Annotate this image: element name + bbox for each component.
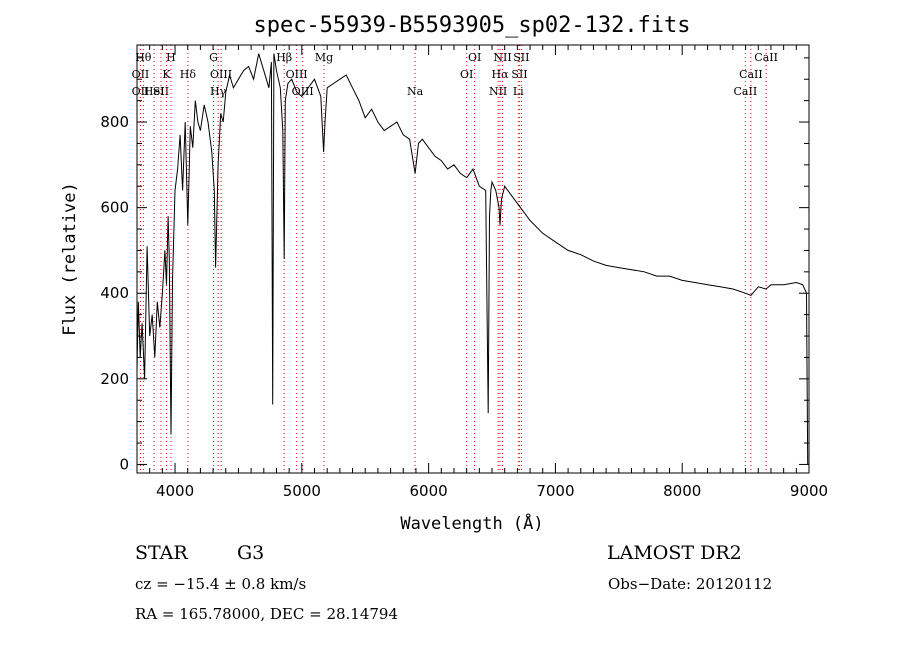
object-class: STAR (135, 542, 188, 564)
line-marker-label: NII (493, 51, 511, 64)
x-axis-label: Wavelength (Å) (400, 512, 543, 534)
y-axis-label: Flux (relative) (60, 182, 80, 336)
line-marker-label: OII (132, 68, 150, 81)
axes: 4000 5000 6000 7000 8000 9000 0 200 400 600 800 (100, 45, 828, 500)
line-marker-label: H (166, 51, 176, 64)
line-marker-label: Hα (491, 68, 509, 81)
line-marker-label: CaII (734, 85, 758, 98)
x-tick-label: 6000 (410, 482, 448, 500)
spectrum-line (136, 53, 809, 465)
x-tick-label: 9000 (790, 482, 828, 500)
line-marker-label: Hγ (210, 85, 227, 98)
line-marker-label: Hθ (135, 51, 152, 64)
line-marker-label: OII (132, 85, 150, 98)
x-tick-label: 7000 (536, 482, 574, 500)
line-marker-label: G (209, 51, 218, 64)
redshift-velocity: cz = −15.4 ± 0.8 km/s (135, 575, 307, 593)
spectral-line-markers: OIIOIIHθHeISIIKHHδGHγOIIIHβOIIIOIIIMgNaO… (132, 45, 778, 473)
y-tick-label: 400 (100, 284, 129, 302)
line-marker-label: SII (513, 51, 529, 64)
plot-frame (136, 44, 810, 474)
line-marker-label: CaII (739, 68, 763, 81)
line-marker-label: CaII (754, 51, 778, 64)
y-tick-label: 600 (100, 199, 129, 217)
spectral-subclass: G3 (237, 542, 265, 564)
line-marker-label: OI (468, 51, 481, 64)
line-marker-label: Na (407, 85, 424, 98)
sky-coordinates: RA = 165.78000, DEC = 28.14794 (135, 605, 399, 623)
line-marker-label: K (162, 68, 171, 81)
y-tick-label: 200 (100, 370, 129, 388)
line-marker-label: Hβ (276, 51, 292, 64)
observation-date: Obs−Date: 20120112 (608, 575, 773, 593)
line-marker-label: Mg (315, 51, 333, 64)
survey-name: LAMOST DR2 (607, 542, 742, 564)
line-marker-label: Li (513, 85, 524, 98)
line-marker-label: OIII (286, 68, 308, 81)
line-marker-label: OI (460, 68, 473, 81)
y-tick-label: 0 (119, 455, 129, 473)
line-marker-label: HeI (144, 85, 164, 98)
line-marker-label: OIII (210, 68, 232, 81)
chart-title: spec-55939-B5593905_sp02-132.fits (253, 13, 690, 38)
y-tick-label: 800 (100, 113, 129, 131)
line-marker-label: Hδ (180, 68, 197, 81)
line-marker-label: SII (511, 68, 527, 81)
x-tick-label: 5000 (283, 482, 321, 500)
x-tick-label: 4000 (156, 482, 194, 500)
line-marker-label: SII (153, 85, 169, 98)
x-tick-label: 8000 (663, 482, 701, 500)
line-marker-label: NII (489, 85, 507, 98)
